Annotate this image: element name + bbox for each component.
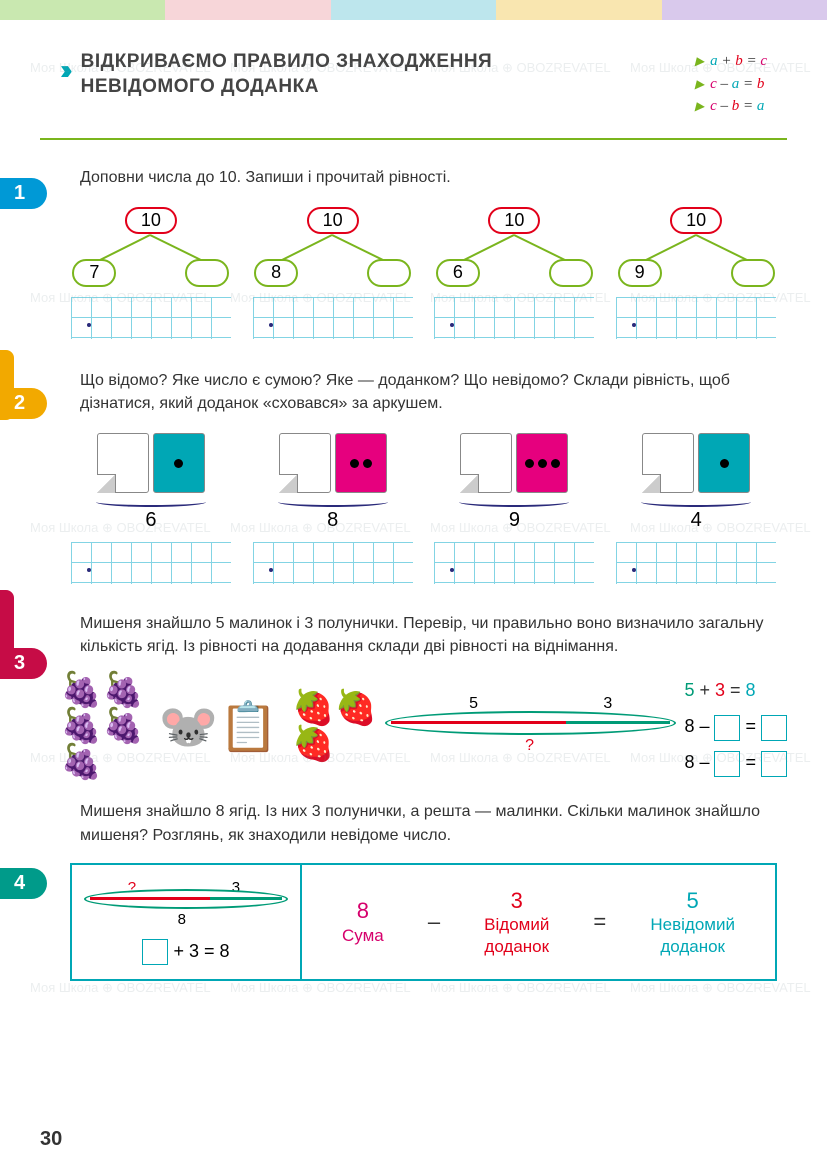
task-badge-1: 1 (0, 178, 47, 209)
task-badge-2: 2 (0, 388, 47, 419)
answer-grid (253, 542, 413, 584)
answer-grid (71, 297, 231, 339)
task2-grids (0, 532, 827, 584)
task4-diagram: ? 3 8 + 3 = 8 (72, 865, 302, 979)
task3-equations: 5 + 3 = 8 8 – = 8 – = (684, 672, 787, 780)
raspberry-icons: 🍇🍇🍇🍇🍇 (60, 673, 145, 779)
task2-cards: 6894 (0, 415, 827, 532)
answer-grid (616, 297, 776, 339)
formula-block: ▶a + b = c▶c – a = b▶c – b = a (695, 50, 767, 118)
answer-grid (253, 297, 413, 339)
task3-illustration: 🍇🍇🍇🍇🍇 🐭📋 🍓🍓🍓 5 3 ? 5 + 3 = 8 8 – = 8 – = (0, 658, 827, 780)
task3-text: Мишеня знайшло 5 малинок і 3 полунички. … (0, 612, 827, 658)
task4-text: Мишеня знайшло 8 ягід. Із них 3 полуничк… (0, 800, 827, 846)
task4-terms: 8Сума–3Відомий доданок=5Невідомий додано… (302, 865, 775, 979)
mouse-icon: 🐭📋 (159, 698, 279, 755)
answer-grid (434, 297, 594, 339)
chevron-icon: ›› (60, 54, 67, 86)
segment-diagram: 5 3 ? (391, 691, 671, 761)
page-number: 30 (40, 1128, 62, 1151)
task1-text: Доповни числа до 10. Запиши і прочитай р… (0, 166, 827, 189)
answer-grid (434, 542, 594, 584)
top-color-bar (0, 0, 827, 20)
task-badge-3: 3 (0, 648, 47, 679)
page-title: ВІДКРИВАЄМО ПРАВИЛО ЗНАХОДЖЕННЯ НЕВІДОМО… (81, 50, 493, 99)
task1-bonds: 10 710 810 610 9 (0, 189, 827, 287)
answer-grid (616, 542, 776, 584)
answer-grid (71, 542, 231, 584)
task-badge-4: 4 (0, 868, 47, 899)
strawberry-icons: 🍓🍓🍓 (292, 691, 377, 761)
task1-grids (0, 287, 827, 339)
task4-table: ? 3 8 + 3 = 8 8Сума–3Відомий доданок=5Не… (70, 863, 777, 981)
task2-text: Що відомо? Яке число є сумою? Яке — дода… (0, 369, 827, 415)
